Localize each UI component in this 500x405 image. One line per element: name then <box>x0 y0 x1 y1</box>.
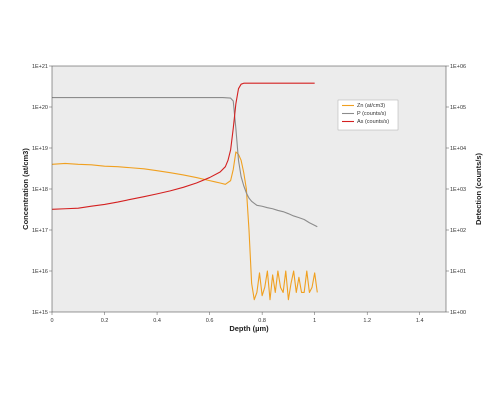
y-left-tick-label: 1E+18 <box>32 187 48 193</box>
y-right-tick-label: 1E+01 <box>450 269 466 275</box>
y-right-tick-label: 1E+06 <box>450 64 466 70</box>
y-left-tick-label: 1E+19 <box>32 146 48 152</box>
x-tick-label: 0.6 <box>206 318 214 324</box>
x-tick-label: 1.2 <box>363 318 371 324</box>
x-tick-label: 1.4 <box>416 318 424 324</box>
x-tick-label: 0.8 <box>258 318 266 324</box>
x-tick-label: 0.2 <box>101 318 109 324</box>
y-left-tick-label: 1E+15 <box>32 310 48 316</box>
y-left-tick-label: 1E+21 <box>32 64 48 70</box>
x-tick-label: 1 <box>313 318 316 324</box>
x-axis-title: Depth (µm) <box>229 324 269 333</box>
y-right-tick-label: 1E+02 <box>450 228 466 234</box>
y-right-tick-label: 1E+03 <box>450 187 466 193</box>
y-right-tick-label: 1E+04 <box>450 146 466 152</box>
y-right-tick-label: 1E+00 <box>450 310 466 316</box>
y-axis-left-title: Concentration (at/cm3) <box>21 148 30 230</box>
series-line-zn <box>51 151 318 301</box>
x-tick-label: 0 <box>50 318 53 324</box>
legend-label-as: As (counts/s) <box>357 119 389 125</box>
x-tick-label: 0.4 <box>153 318 161 324</box>
y-axis-right-title: Detection (counts/s) <box>474 152 483 225</box>
series-line-p <box>52 97 318 228</box>
y-left-tick-label: 1E+20 <box>32 105 48 111</box>
y-left-tick-label: 1E+16 <box>32 269 48 275</box>
legend-label-zn: Zn (at/cm3) <box>357 103 385 109</box>
series-line-as <box>51 82 315 210</box>
y-left-tick-label: 1E+17 <box>32 228 48 234</box>
legend: Zn (at/cm3) P (counts/s) As (counts/s) <box>337 99 399 131</box>
y-right-tick-label: 1E+05 <box>450 105 466 111</box>
legend-label-p: P (counts/s) <box>357 111 386 117</box>
